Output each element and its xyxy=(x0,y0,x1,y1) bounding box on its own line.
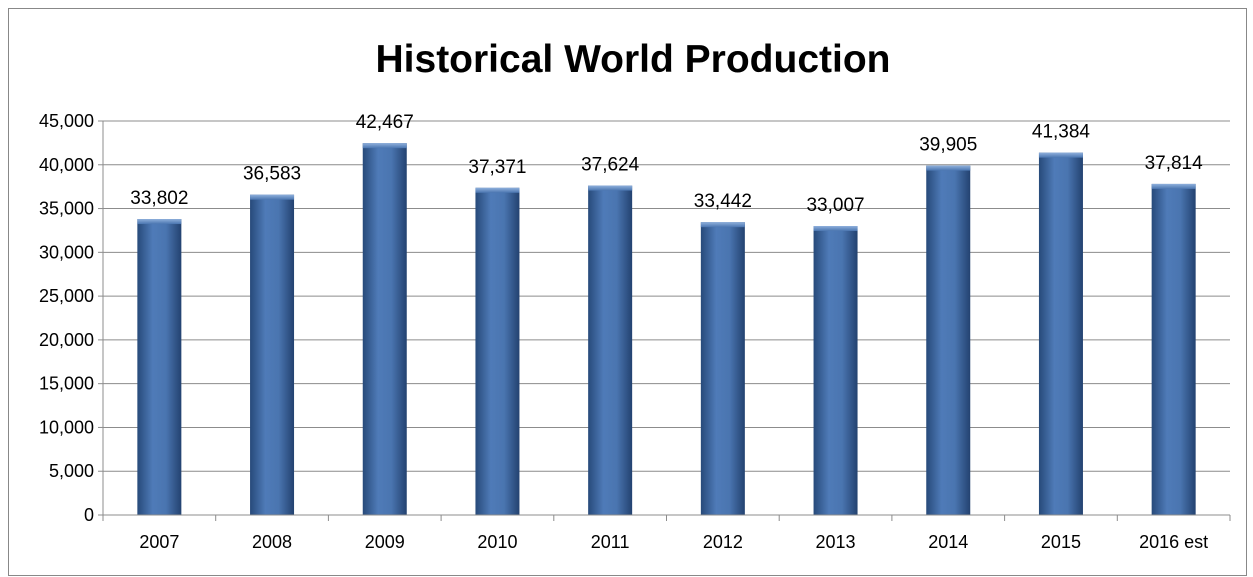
y-tick-label: 10,000 xyxy=(39,417,94,437)
y-tick-label: 25,000 xyxy=(39,286,94,306)
chart-title: Historical World Production xyxy=(376,38,891,81)
y-tick-label: 30,000 xyxy=(39,242,94,262)
y-tick-label: 45,000 xyxy=(39,111,94,131)
data-label: 39,905 xyxy=(919,135,977,156)
bar-cap xyxy=(1039,153,1083,158)
y-tick-label: 35,000 xyxy=(39,199,94,219)
data-label: 33,007 xyxy=(806,195,864,216)
data-label: 37,624 xyxy=(581,155,640,176)
data-label: 42,467 xyxy=(356,112,414,133)
data-label: 37,371 xyxy=(468,157,526,178)
bar xyxy=(137,219,181,515)
bar-cap xyxy=(250,195,294,200)
x-tick-label: 2007 xyxy=(139,532,179,552)
bar-cap xyxy=(1152,184,1196,189)
x-tick-label: 2013 xyxy=(816,532,856,552)
y-tick-label: 0 xyxy=(84,505,94,525)
bar xyxy=(926,166,970,515)
x-tick-label: 2009 xyxy=(365,532,405,552)
bar-cap xyxy=(926,166,970,171)
data-label: 33,442 xyxy=(694,191,752,212)
bar xyxy=(814,226,858,515)
y-tick-label: 5,000 xyxy=(49,461,94,481)
bar-cap xyxy=(701,222,745,227)
y-axis-ticks: 0 5,000 10,000 15,000 20,000 25,000 30,000 35,0… xyxy=(39,111,94,525)
bar xyxy=(1152,184,1196,515)
data-label: 33,802 xyxy=(130,188,188,209)
x-tick-label: 2008 xyxy=(252,532,292,552)
bar xyxy=(588,186,632,515)
bar xyxy=(250,195,294,515)
x-tick-label: 2015 xyxy=(1041,532,1081,552)
data-label: 41,384 xyxy=(1032,122,1091,143)
x-axis-ticks: 2007 2008 2009 2010 2011 2012 2013 2014 2015 2016… xyxy=(103,515,1230,552)
bar-cap xyxy=(475,188,519,193)
bar-cap xyxy=(137,219,181,224)
x-tick-label: 2011 xyxy=(591,532,630,552)
bar xyxy=(475,188,519,515)
x-tick-label: 2016 est xyxy=(1139,532,1208,552)
bar-cap xyxy=(588,186,632,191)
x-tick-label: 2014 xyxy=(928,532,968,552)
x-tick-label: 2012 xyxy=(703,532,743,552)
bar xyxy=(1039,153,1083,515)
data-label: 37,814 xyxy=(1145,153,1204,174)
data-label: 36,583 xyxy=(243,164,301,185)
x-tick-label: 2010 xyxy=(477,532,517,552)
bars: 33,802 36,583 42,467 37,371 37,624 33,442 33,0… xyxy=(130,112,1203,515)
bar xyxy=(363,143,407,515)
y-tick-label: 40,000 xyxy=(39,155,94,175)
y-tick-label: 15,000 xyxy=(39,374,94,394)
bar-cap xyxy=(814,226,858,231)
y-tick-label: 20,000 xyxy=(39,330,94,350)
bar-cap xyxy=(363,143,407,148)
bar xyxy=(701,222,745,515)
